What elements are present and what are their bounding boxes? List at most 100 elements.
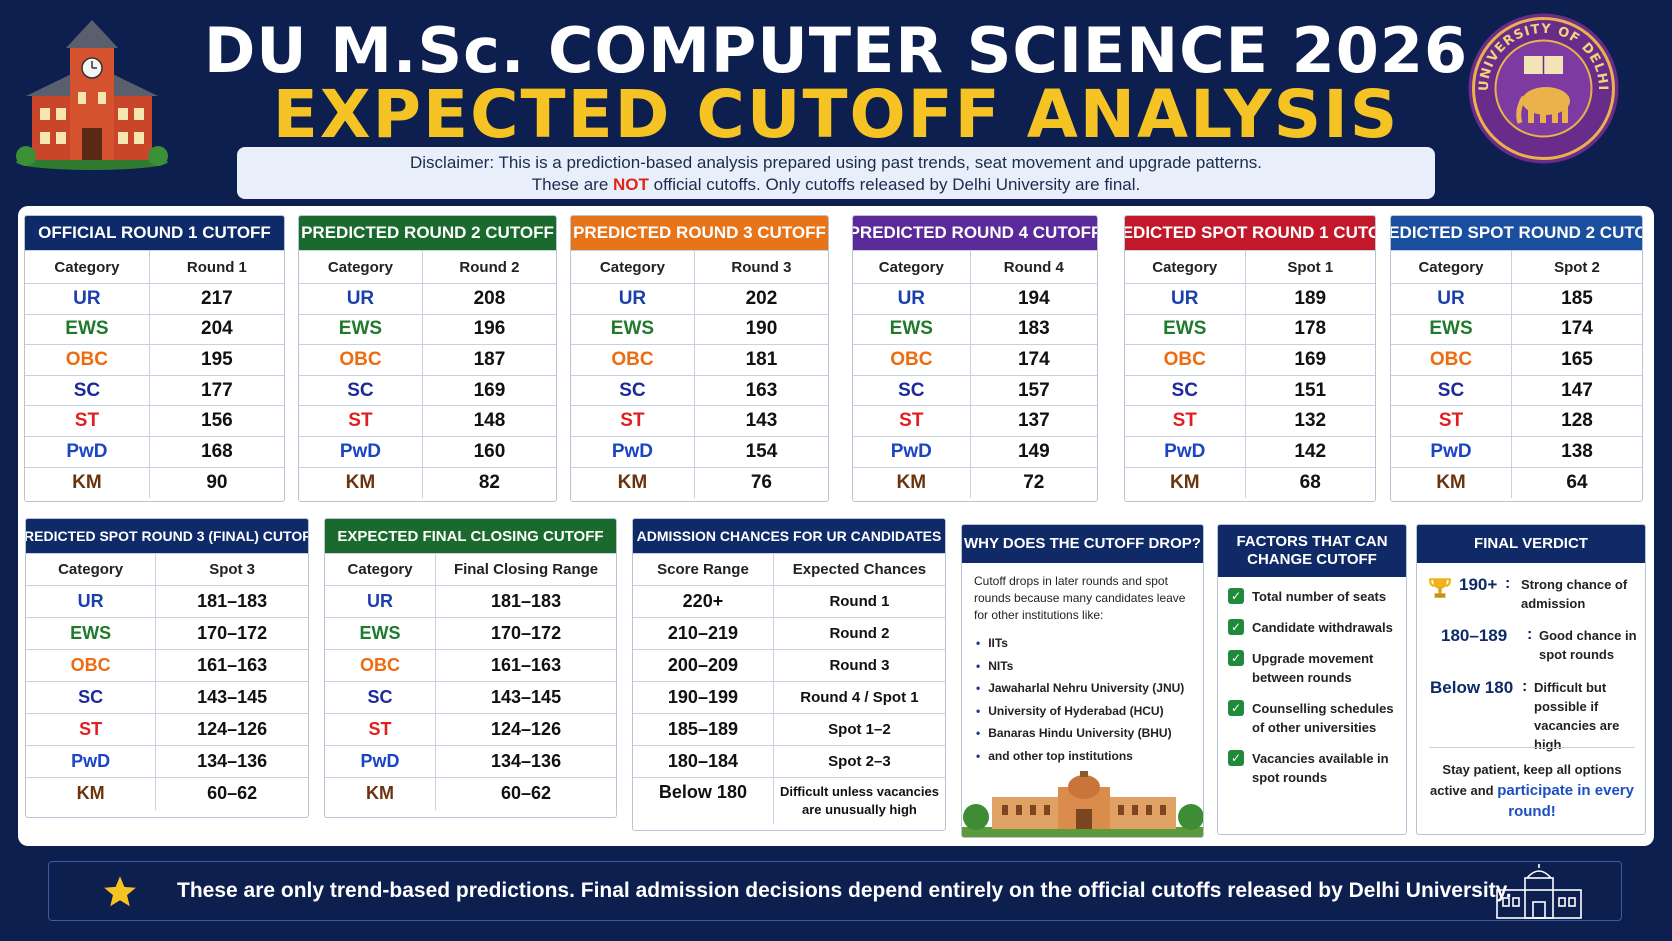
table-row: 210–219 Round 2 xyxy=(633,617,945,650)
table-row: SC 177 xyxy=(25,374,284,406)
col-round: Round 2 xyxy=(421,250,556,284)
table-row: PwD 134–136 xyxy=(325,745,616,778)
cutoff-cell: 174 xyxy=(1510,313,1642,345)
cutoff-cell: 147 xyxy=(1510,374,1642,406)
cutoff-cell: 68 xyxy=(1244,466,1375,498)
table-row: PwD 138 xyxy=(1391,435,1642,468)
why-title: WHY DOES THE CUTOFF DROP? xyxy=(962,525,1203,563)
chance-cell: Spot 2–3 xyxy=(772,745,945,778)
category-cell: ST xyxy=(299,405,423,437)
category-cell: UR xyxy=(1391,283,1512,315)
verdict-colon-3: : xyxy=(1522,678,1528,695)
category-cell: OBC xyxy=(571,344,695,376)
category-cell: SC xyxy=(299,374,423,406)
footer-building-icon xyxy=(1496,864,1582,919)
table-row: PwD 134–136 xyxy=(26,745,308,778)
round-table-title: OFFICIAL ROUND 1 CUTOFF xyxy=(25,216,284,250)
category-cell: ST xyxy=(1125,405,1245,437)
table-row: OBC 161–163 xyxy=(325,649,616,682)
range-cell: 170–172 xyxy=(155,617,308,650)
verdict-text-3: Difficult but possible if vacancies are … xyxy=(1534,680,1620,752)
factor-label: Counselling schedules of other universit… xyxy=(1252,701,1394,735)
table-row: ST 128 xyxy=(1391,405,1642,437)
cutoff-cell: 190 xyxy=(693,313,828,345)
table-row: 180–184 Spot 2–3 xyxy=(633,745,945,778)
table-row: KM 82 xyxy=(299,466,556,498)
verdict-text-2: Good chance in spot rounds xyxy=(1539,628,1637,662)
chances-col-range: Score Range xyxy=(633,553,774,586)
category-cell: KM xyxy=(26,777,156,810)
verdict-row-1: 190+ : Strong chance of admission xyxy=(1427,575,1641,613)
round-table-title: PREDICTED ROUND 4 CUTOFF xyxy=(853,216,1097,250)
category-cell: EWS xyxy=(853,313,971,345)
category-cell: OBC xyxy=(325,649,436,682)
table-row: SC 169 xyxy=(299,374,556,406)
verdict-row-3: Below 180 : Difficult but possible if va… xyxy=(1430,678,1643,754)
col-round: Spot 2 xyxy=(1510,250,1642,284)
table-row: KM 60–62 xyxy=(26,777,308,810)
category-cell: EWS xyxy=(325,617,436,650)
category-cell: UR xyxy=(299,283,423,315)
verdict-closing-highlight: participate in every round! xyxy=(1497,782,1634,820)
category-cell: KM xyxy=(1391,466,1512,498)
verdict-closing: Stay patient, keep all options active an… xyxy=(1430,762,1634,820)
round-table-title: PREDICTED ROUND 3 CUTOFF xyxy=(571,216,828,250)
cutoff-cell: 154 xyxy=(693,435,828,468)
list-item: Banaras Hindu University (BHU) xyxy=(976,722,1191,745)
check-icon: ✓ xyxy=(1228,588,1244,604)
table-row: EWS 183 xyxy=(853,313,1097,345)
col-category: Category xyxy=(299,250,423,284)
table-row: ST 143 xyxy=(571,405,828,437)
cutoff-cell: 90 xyxy=(148,466,284,498)
factor-item: ✓ Total number of seats xyxy=(1228,587,1396,606)
category-cell: UR xyxy=(26,585,156,618)
table-row: OBC 169 xyxy=(1125,344,1375,376)
university-seal-logo: UNIVERSITY OF DELHI xyxy=(1468,13,1619,164)
table-row: 220+ Round 1 xyxy=(633,585,945,618)
spot3-col-value: Spot 3 xyxy=(155,553,308,586)
cutoff-cell: 128 xyxy=(1510,405,1642,437)
category-cell: PwD xyxy=(325,745,436,778)
category-cell: KM xyxy=(853,466,971,498)
final-closing-title: EXPECTED FINAL CLOSING CUTOFF xyxy=(325,519,616,553)
check-icon: ✓ xyxy=(1228,750,1244,766)
category-cell: SC xyxy=(26,681,156,714)
verdict-score-1: 190+ xyxy=(1459,575,1498,594)
score-range-cell: 180–184 xyxy=(633,745,774,778)
table-row: PwD 160 xyxy=(299,435,556,468)
category-cell: OBC xyxy=(26,649,156,682)
factor-item: ✓ Counselling schedules of other universi… xyxy=(1228,699,1396,737)
chance-cell: Difficult unless vacancies are unusually… xyxy=(772,777,945,824)
factor-label: Upgrade movement between rounds xyxy=(1252,651,1374,685)
cutoff-cell: 149 xyxy=(969,435,1097,468)
range-cell: 60–62 xyxy=(155,777,308,810)
round-table-title: PREDICTED SPOT ROUND 1 CUTOFF xyxy=(1125,216,1375,250)
table-row: EWS 190 xyxy=(571,313,828,345)
verdict-title: FINAL VERDICT xyxy=(1417,525,1645,563)
range-cell: 124–126 xyxy=(155,713,308,746)
final-col-category: Category xyxy=(325,553,436,586)
cutoff-cell: 178 xyxy=(1244,313,1375,345)
cutoff-cell: 187 xyxy=(421,344,556,376)
category-cell: UR xyxy=(571,283,695,315)
cutoff-cell: 195 xyxy=(148,344,284,376)
cutoff-cell: 202 xyxy=(693,283,828,315)
table-row: ST 137 xyxy=(853,405,1097,437)
range-cell: 181–183 xyxy=(155,585,308,618)
chance-cell: Spot 1–2 xyxy=(772,713,945,746)
table-row: SC 151 xyxy=(1125,374,1375,406)
factor-label: Candidate withdrawals xyxy=(1252,620,1393,635)
factor-label: Vacancies available in spot rounds xyxy=(1252,751,1389,785)
list-item: and other top institutions xyxy=(976,745,1191,768)
round-table-title: PREDICTED SPOT ROUND 2 CUTOFF xyxy=(1391,216,1642,250)
col-category: Category xyxy=(1125,250,1245,284)
category-cell: SC xyxy=(325,681,436,714)
table-row: EWS 174 xyxy=(1391,313,1642,345)
table-row: 200–209 Round 3 xyxy=(633,649,945,682)
disclaimer-box: Disclaimer: This is a prediction-based a… xyxy=(237,147,1435,199)
table-row: UR 208 xyxy=(299,283,556,315)
cutoff-cell: 82 xyxy=(421,466,556,498)
category-cell: UR xyxy=(853,283,971,315)
chances-title: ADMISSION CHANCES FOR UR CANDIDATES xyxy=(633,519,945,553)
category-cell: UR xyxy=(325,585,436,618)
